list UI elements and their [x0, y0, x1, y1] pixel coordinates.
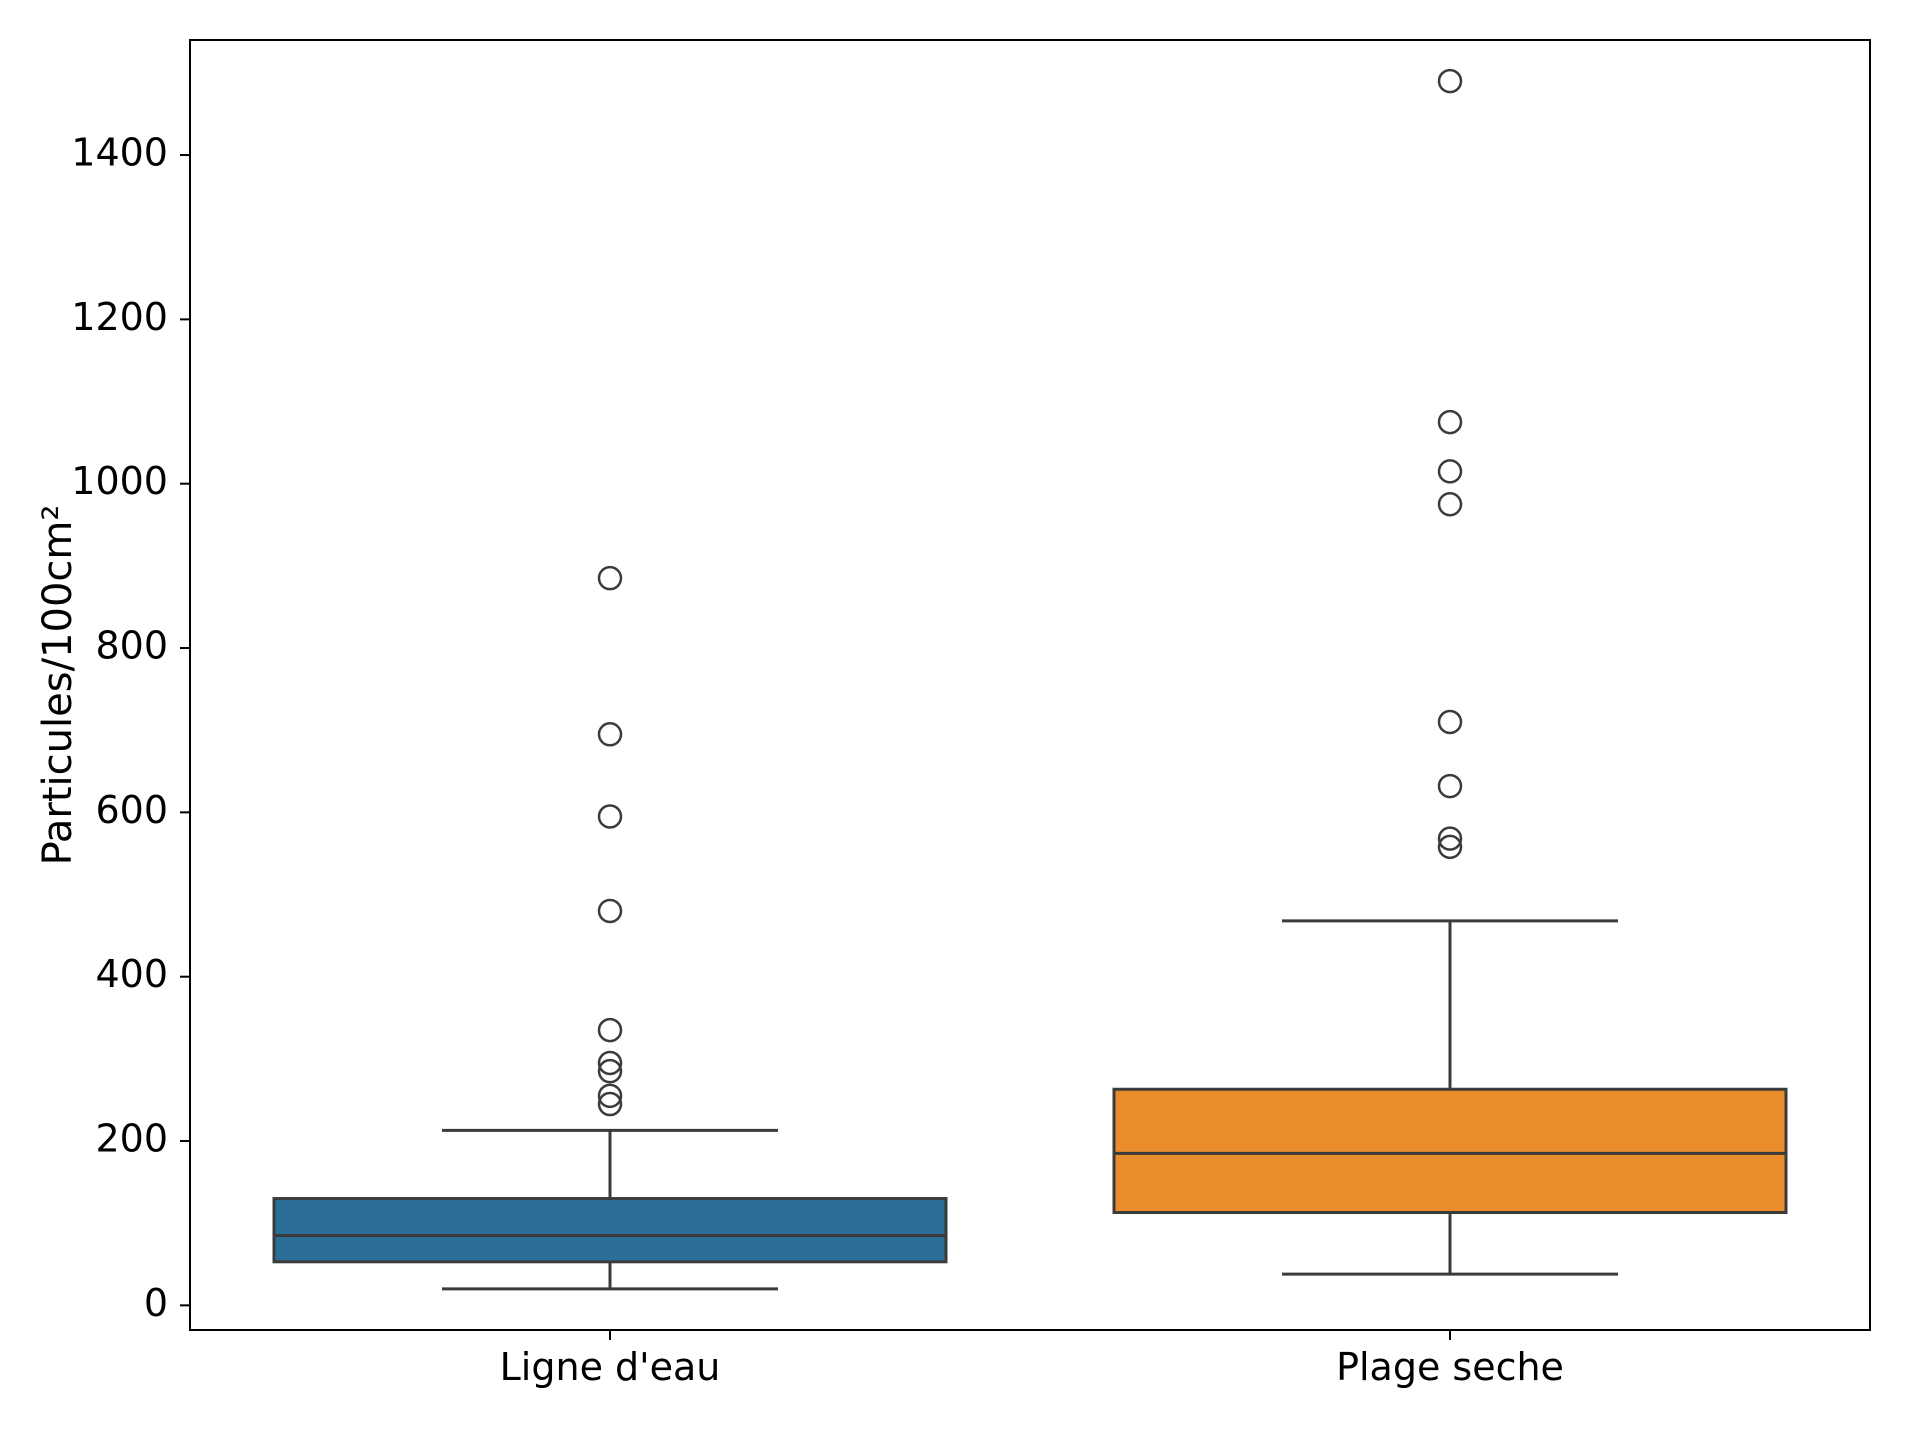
outlier-point	[599, 723, 621, 745]
box	[1114, 1089, 1786, 1212]
y-axis-ticks: 0 200 400 600 800 1000 1200 1400	[71, 131, 190, 1325]
x-tick-label: Ligne d'eau	[500, 1345, 721, 1389]
y-tick-label: 600	[95, 788, 168, 832]
chart-svg: 0 200 400 600 800 1000 1200 1400 Particules/100c…	[0, 0, 1920, 1440]
box	[274, 1199, 946, 1262]
y-axis-label: Particules/100cm²	[35, 505, 81, 866]
x-axis-ticks: Ligne d'eau Plage seche	[500, 1330, 1564, 1389]
y-tick-label: 0	[144, 1281, 168, 1325]
outlier-point	[599, 567, 621, 589]
y-tick-label: 200	[95, 1117, 168, 1161]
outlier-point	[1439, 70, 1461, 92]
boxplot-chart: 0 200 400 600 800 1000 1200 1400 Particules/100c…	[0, 0, 1920, 1440]
boxplot-series	[1114, 70, 1786, 1274]
y-tick-label: 400	[95, 952, 168, 996]
y-tick-label: 1000	[71, 459, 168, 503]
outlier-point	[1439, 460, 1461, 482]
outlier-point	[599, 805, 621, 827]
outlier-point	[1439, 493, 1461, 515]
outlier-point	[599, 900, 621, 922]
y-tick-label: 800	[95, 624, 168, 668]
outlier-point	[599, 1019, 621, 1041]
y-tick-label: 1400	[71, 131, 168, 175]
x-tick-label: Plage seche	[1336, 1345, 1564, 1389]
y-tick-label: 1200	[71, 295, 168, 339]
outlier-point	[1439, 411, 1461, 433]
outlier-point	[1439, 775, 1461, 797]
outlier-point	[1439, 711, 1461, 733]
boxplot-series	[274, 567, 946, 1289]
